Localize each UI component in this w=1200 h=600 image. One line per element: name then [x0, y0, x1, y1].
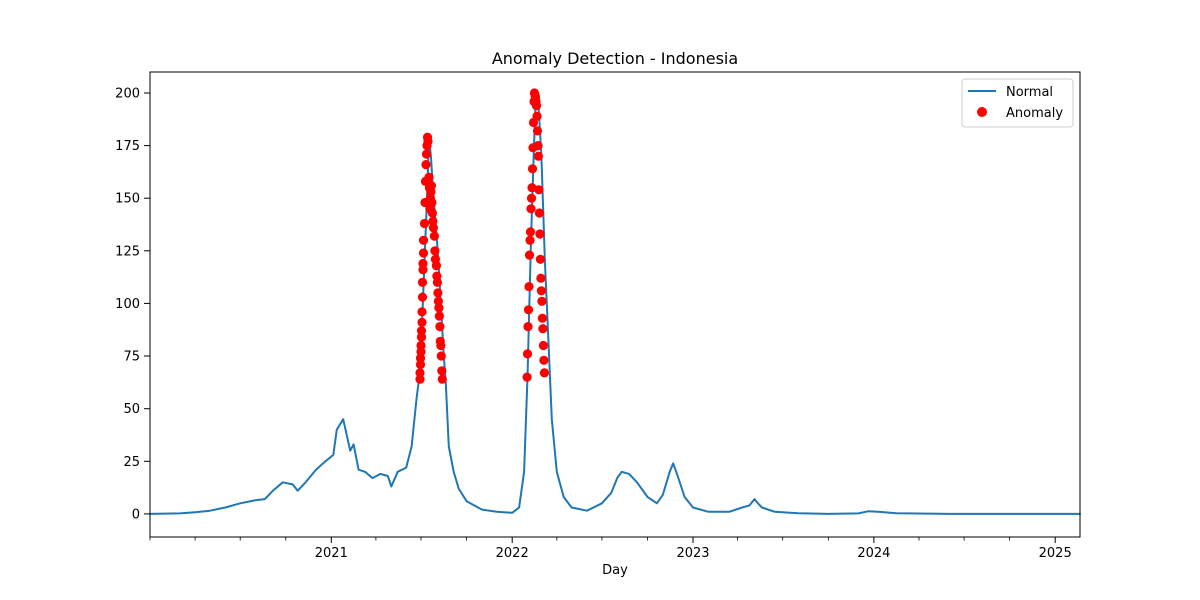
anomaly-point: [432, 277, 442, 287]
anomaly-point: [538, 340, 549, 351]
anomaly-point: [421, 149, 432, 159]
y-tick-label: 125: [115, 244, 140, 259]
anomaly-point: [527, 183, 537, 193]
anomaly-point: [431, 261, 441, 271]
anomaly-point: [537, 313, 548, 323]
anomaly-point: [417, 277, 428, 287]
anomaly-point: [417, 292, 428, 302]
anomaly-point: [417, 317, 427, 327]
anomaly-point: [535, 254, 546, 264]
anomaly-point: [418, 248, 429, 258]
anomaly-point: [525, 227, 536, 237]
x-tick-label: 2022: [496, 546, 529, 561]
anomaly-point: [527, 164, 538, 174]
x-axis: 2021 2022 2023 2024 2025: [149, 537, 1072, 561]
x-tick-label: 2024: [857, 546, 890, 561]
legend-anomaly-swatch: [977, 107, 987, 117]
y-tick-label: 50: [123, 402, 140, 417]
anomaly-point: [437, 366, 447, 376]
anomaly-point: [436, 340, 446, 351]
anomaly-point: [427, 208, 437, 218]
anomaly-point: [532, 111, 542, 121]
anomaly-point: [526, 204, 536, 214]
anomaly-point: [415, 368, 425, 378]
anomaly-point: [532, 126, 543, 136]
anomaly-point: [429, 231, 439, 241]
anomaly-point: [531, 101, 542, 111]
anomaly-point: [434, 303, 444, 313]
anomaly-point: [524, 250, 535, 260]
anomaly-point: [436, 351, 446, 361]
x-tick-label: 2021: [315, 546, 348, 561]
y-tick-label: 200: [115, 87, 140, 102]
anomaly-point: [435, 322, 445, 332]
anomaly-point: [428, 223, 438, 233]
anomaly-point: [522, 349, 533, 359]
anomaly-point: [415, 359, 426, 370]
anomaly-point: [415, 374, 425, 384]
anomaly-point: [423, 136, 433, 146]
anomaly-point: [534, 185, 544, 195]
anomaly-point: [534, 208, 545, 218]
anomaly-point: [522, 372, 532, 382]
axes-frame: [149, 71, 1081, 538]
anomaly-point: [536, 273, 546, 283]
anomaly-point: [524, 282, 534, 292]
y-tick-label: 0: [132, 507, 140, 522]
x-tick-label: 2023: [676, 546, 709, 561]
anomaly-point: [538, 324, 548, 334]
anomaly-point: [417, 307, 427, 317]
anomaly-point: [416, 340, 426, 351]
y-tick-label: 75: [123, 350, 140, 365]
anomaly-point: [539, 355, 549, 365]
anomaly-point: [535, 229, 545, 239]
anomaly-point: [427, 197, 437, 208]
anomaly-point: [416, 332, 427, 342]
y-axis: 0 25 50 75 100 125 150 175 200: [115, 87, 150, 522]
x-axis-label: Day: [602, 563, 628, 578]
anomaly-point: [437, 374, 447, 384]
anomaly-point: [430, 246, 440, 256]
chart-title: Anomaly Detection - Indonesia: [492, 49, 738, 68]
anomaly-point: [536, 286, 547, 296]
anomaly-point: [525, 235, 535, 245]
y-tick-label: 100: [115, 297, 140, 312]
x-tick-label: 2025: [1039, 546, 1072, 561]
anomaly-point: [424, 172, 434, 182]
legend-anomaly-label: Anomaly: [1006, 106, 1063, 121]
anomaly-point: [539, 368, 550, 378]
anomaly-point: [416, 347, 426, 357]
anomaly-point: [421, 160, 431, 170]
anomaly-point: [523, 305, 534, 315]
anomaly-point: [418, 258, 428, 269]
anomaly-point: [418, 235, 429, 245]
anomaly-point: [418, 265, 428, 275]
anomaly-point: [434, 311, 444, 321]
anomaly-point: [526, 193, 537, 203]
legend: Normal Anomaly: [961, 78, 1074, 128]
y-tick-label: 175: [115, 139, 140, 154]
anomaly-point: [419, 218, 430, 229]
anomaly-point: [533, 151, 544, 161]
y-tick-label: 25: [123, 455, 140, 470]
plot-area: [149, 88, 1081, 515]
anomaly-point: [433, 288, 443, 298]
anomaly-point: [416, 326, 427, 336]
legend-normal-label: Normal: [1006, 85, 1053, 100]
anomaly-point: [426, 181, 436, 191]
anomaly-point: [533, 141, 543, 151]
anomaly-point: [523, 322, 533, 332]
series-line-normal: [149, 92, 1081, 515]
y-tick-label: 150: [115, 192, 140, 207]
anomaly-point: [537, 296, 547, 306]
